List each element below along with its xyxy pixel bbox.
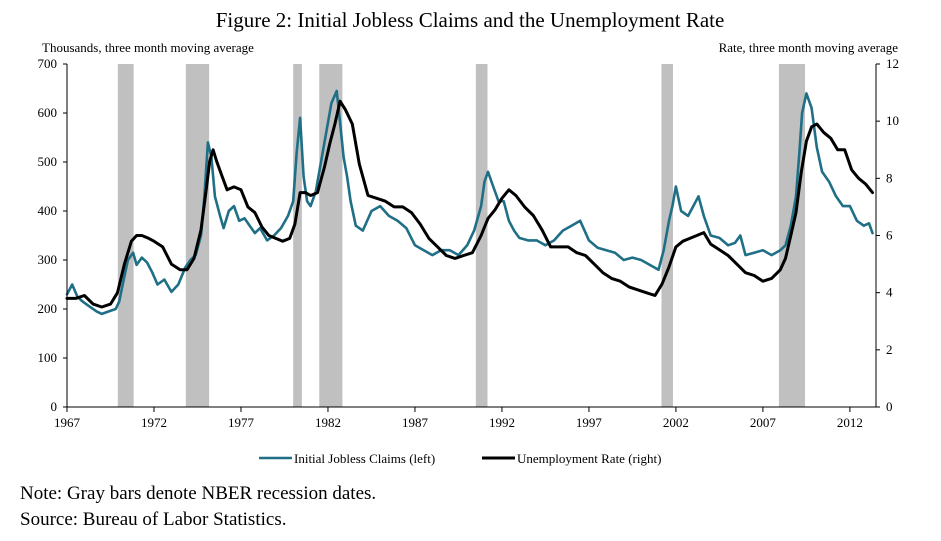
right-tick-label: 4	[886, 285, 893, 300]
series-lines	[65, 89, 874, 316]
x-tick-label: 1972	[141, 415, 167, 430]
legend-label-1: Unemployment Rate (right)	[517, 451, 661, 466]
recession-bar-0	[117, 64, 134, 407]
right-tick-label: 10	[886, 113, 899, 128]
left-tick-label: 100	[38, 350, 58, 365]
axes: 0 100 200 300 400 500 600 700 0 2 4 6 8 10 12 1967 1972 1…	[38, 56, 900, 430]
left-tick-label: 500	[38, 154, 58, 169]
x-tick-label: 1987	[402, 415, 429, 430]
x-tick-label: 2002	[663, 415, 689, 430]
x-tick-label: 1992	[489, 415, 515, 430]
recession-bar-2	[293, 64, 302, 407]
left-tick-label: 200	[38, 301, 58, 316]
left-tick-label: 700	[38, 56, 58, 71]
x-tick-label: 1982	[315, 415, 341, 430]
x-tick-label: 1997	[576, 415, 603, 430]
right-tick-label: 8	[886, 170, 893, 185]
chart: Figure 2: Initial Jobless Claims and the…	[38, 8, 900, 466]
legend: Initial Jobless Claims (left) Unemploymen…	[259, 451, 661, 466]
recession-bar-3	[319, 64, 343, 407]
series-line-unemployment-rate	[65, 99, 874, 309]
left-tick-label: 400	[38, 203, 58, 218]
series-line-jobless-claims	[65, 89, 874, 316]
x-tick-label: 2007	[750, 415, 777, 430]
x-tick-label: 1977	[228, 415, 255, 430]
x-tick-label: 1967	[54, 415, 81, 430]
recession-bar-1	[185, 64, 210, 407]
left-tick-label: 600	[38, 105, 58, 120]
right-tick-label: 2	[886, 342, 893, 357]
left-tick-label: 300	[38, 252, 58, 267]
note-source: Source: Bureau of Labor Statistics.	[20, 509, 287, 530]
legend-label-0: Initial Jobless Claims (left)	[294, 451, 435, 466]
left-axis-label: Thousands, three month moving average	[42, 40, 254, 55]
chart-title: Figure 2: Initial Jobless Claims and the…	[216, 8, 725, 32]
recession-bars	[117, 64, 806, 407]
left-tick-label: 0	[51, 399, 58, 414]
x-tick-label: 2012	[837, 415, 863, 430]
right-axis-label: Rate, three month moving average	[719, 40, 899, 55]
right-tick-label: 12	[886, 56, 899, 71]
right-tick-label: 0	[886, 399, 893, 414]
right-tick-label: 6	[886, 228, 893, 243]
note-recession: Note: Gray bars denote NBER recession da…	[20, 483, 377, 504]
